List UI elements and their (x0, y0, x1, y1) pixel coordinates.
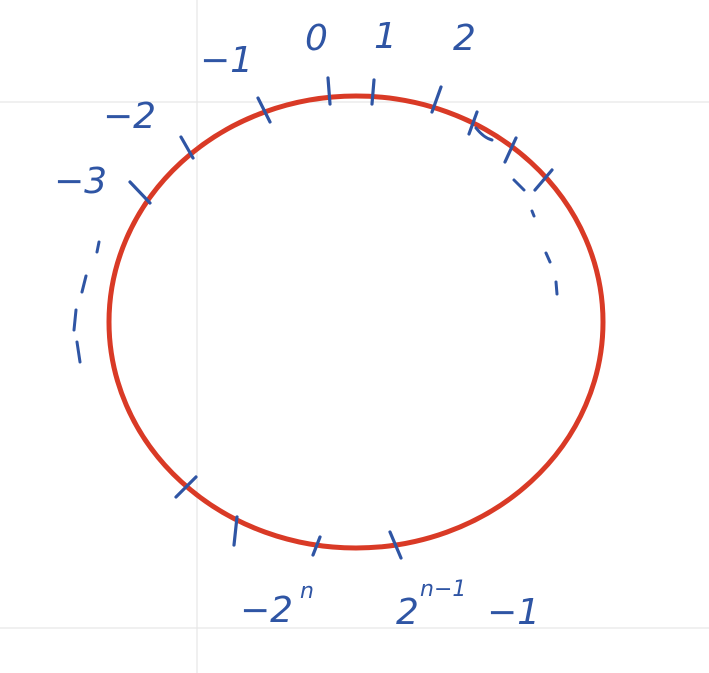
label-two: 2 (453, 18, 476, 59)
dash-right-4 (544, 251, 552, 264)
label-neg-two: −2 (103, 96, 156, 137)
label-max-base: 2 (396, 592, 419, 633)
label-zero: 0 (305, 18, 328, 59)
tick-three (467, 110, 479, 136)
tick-neg-one (256, 96, 272, 124)
continuation-dashes (72, 126, 559, 364)
tick-two (430, 85, 443, 114)
ring-ticks (128, 76, 554, 560)
dash-right-2 (512, 178, 526, 192)
label-max-tail: −1 (487, 592, 540, 633)
tick-zero (326, 76, 332, 106)
ring-labels: 0 1 2 −1 −2 −3 −2 n 2 n−1 −1 (54, 16, 540, 633)
tick-four (503, 136, 518, 164)
tick-one (370, 78, 376, 106)
label-neg-one: −1 (200, 40, 253, 81)
label-neg-pow-base: −2 (240, 590, 293, 631)
tick-bottom-left-b (232, 515, 239, 547)
dash-left-4 (75, 340, 82, 364)
label-neg-pow-exp: n (300, 579, 314, 604)
tick-five (533, 168, 554, 192)
dash-right-5 (554, 280, 559, 296)
integer-ring (106, 93, 606, 551)
label-neg-three: −3 (54, 161, 107, 202)
dash-left-1 (95, 240, 101, 254)
tick-neg-two (179, 135, 195, 160)
label-max-exp: n−1 (420, 577, 466, 602)
tick-neg-three (128, 180, 152, 205)
tick-neg-pow (311, 535, 322, 557)
label-one: 1 (374, 16, 397, 57)
dash-left-2 (80, 274, 88, 294)
tick-bottom-left-a (174, 475, 198, 499)
dash-right-3 (530, 209, 536, 218)
dash-right-1 (474, 126, 494, 142)
tick-max (388, 530, 403, 560)
dash-left-3 (72, 308, 78, 332)
